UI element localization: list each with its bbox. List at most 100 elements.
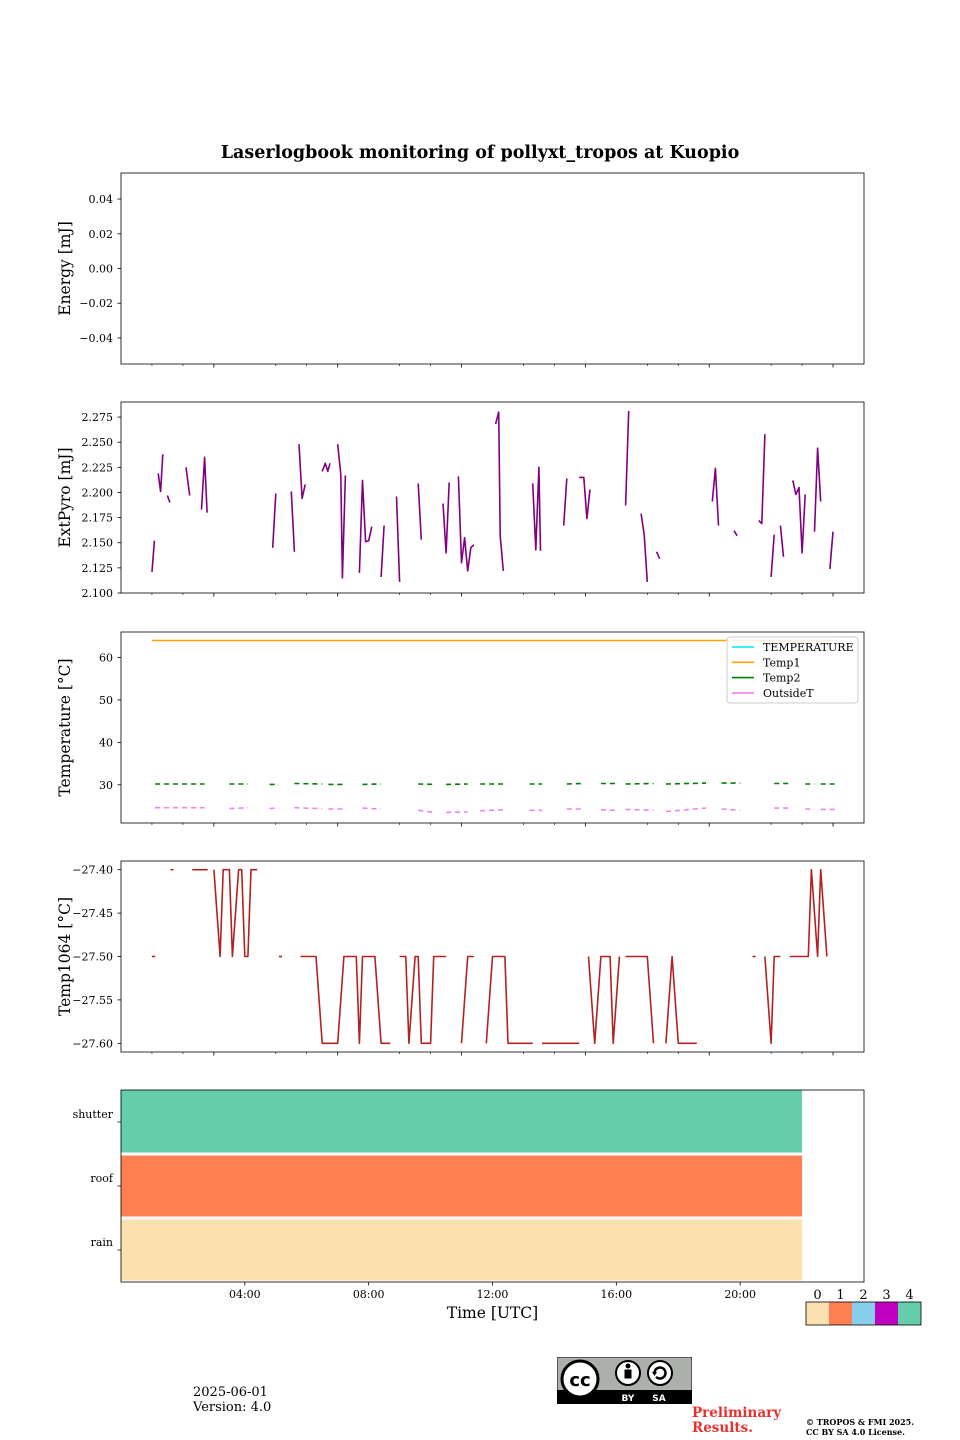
- series-line-extpyro: [200, 456, 208, 513]
- colorbar-frame: [805, 1301, 922, 1326]
- preliminary-note: Preliminary Results.: [692, 1406, 781, 1436]
- series-line-Temp2: [566, 782, 583, 785]
- ytick-label: 2.275: [82, 411, 114, 424]
- date-label: 2025-06-01: [193, 1385, 268, 1400]
- ytick-label-roof: roof: [90, 1172, 114, 1185]
- colorbar-swatch-0: [806, 1302, 829, 1325]
- series-line-extpyro: [336, 444, 347, 579]
- series-line-extpyro: [813, 447, 822, 532]
- colorbar-label-1: 1: [836, 1288, 844, 1303]
- svg-text:cc: cc: [569, 1370, 590, 1391]
- axes-frame: [120, 1089, 865, 1283]
- series-line-temp1064: [300, 955, 391, 1045]
- axes-frame: [120, 631, 865, 824]
- series-line-extpyro: [792, 480, 806, 554]
- series-line-Temp2: [665, 782, 707, 785]
- figure-title: Laserlogbook monitoring of pollyxt_tropo…: [221, 143, 740, 163]
- series-line-extpyro: [298, 444, 306, 500]
- ytick-label: 50: [99, 694, 113, 707]
- series-line-extpyro: [640, 513, 649, 582]
- legend-label-Temp1: Temp1: [763, 656, 800, 669]
- series-line-extpyro: [457, 476, 475, 572]
- axes-frame: [120, 172, 865, 365]
- ytick-label: −27.45: [72, 907, 113, 920]
- copyright-line-2: CC BY SA 4.0 License.: [806, 1427, 905, 1437]
- xtick-label: 20:00: [724, 1288, 756, 1301]
- ytick-label: −27.50: [72, 951, 113, 964]
- series-line-temp1064: [399, 955, 447, 1045]
- ytick-label: 2.100: [82, 587, 114, 600]
- xtick-label: 08:00: [353, 1288, 385, 1301]
- ytick-label: 2.150: [82, 537, 114, 550]
- series-line-extpyro: [321, 462, 331, 473]
- ytick-label: −0.04: [79, 332, 113, 345]
- series-line-temp1064: [485, 955, 533, 1045]
- series-line-extpyro: [494, 411, 505, 571]
- series-line-extpyro: [395, 496, 401, 582]
- status-bar-rain: [121, 1219, 803, 1281]
- series-line-temp1064: [625, 955, 655, 1044]
- colorbar-swatch-3: [875, 1302, 898, 1325]
- ytick-label: 2.200: [82, 486, 114, 499]
- colorbar-label-4: 4: [905, 1288, 913, 1303]
- series-line-extpyro: [655, 551, 661, 560]
- panel-status: shutter roof rain 04:00 08:00 12:00 16:00 20:00…: [73, 1089, 865, 1322]
- legend-label-Temp2: Temp2: [763, 672, 800, 685]
- x-axis-label: Time [UTC]: [447, 1304, 538, 1322]
- series-line-extpyro: [531, 466, 542, 551]
- series-line-extpyro: [711, 467, 720, 526]
- colorbar-swatch-4: [898, 1302, 921, 1325]
- series-line-OutsideT: [600, 809, 617, 812]
- colorbar-label-2: 2: [859, 1288, 867, 1303]
- colorbar-swatch-1: [829, 1302, 852, 1325]
- legend-box: [726, 636, 859, 704]
- copyright-line-1: © TROPOS & FMI 2025.: [806, 1417, 915, 1427]
- xtick-label: 16:00: [600, 1288, 632, 1301]
- series-line-OutsideT: [665, 807, 707, 813]
- series-line-extpyro: [442, 482, 450, 554]
- series-line-temp1064: [587, 955, 621, 1045]
- status-bar-shutter: [121, 1090, 803, 1153]
- series-line-temp1064: [789, 868, 828, 958]
- series-line-extpyro: [829, 531, 834, 569]
- series-line-extpyro: [380, 525, 385, 577]
- version-label: Version: 4.0: [193, 1400, 272, 1415]
- series-line-temp1064: [460, 955, 474, 1044]
- ytick-label: 2.125: [82, 562, 114, 575]
- series-line-OutsideT: [362, 807, 382, 810]
- series-line-extpyro: [733, 530, 738, 537]
- legend: TEMPERATURE Temp1 Temp2 OutsideT: [726, 636, 859, 704]
- ytick-label: −27.40: [72, 864, 113, 877]
- ytick-label: 0.02: [89, 228, 114, 241]
- series-line-extpyro: [770, 534, 775, 577]
- series-line-extpyro: [185, 467, 191, 496]
- series-line-extpyro: [290, 491, 296, 552]
- xtick-label: 12:00: [477, 1288, 509, 1301]
- ytick-label: −0.02: [79, 297, 113, 310]
- series-group: [152, 868, 828, 1045]
- xtick-label: 04:00: [229, 1288, 261, 1301]
- series-group: [151, 410, 834, 582]
- panel-extpyro: 2.275 2.250 2.225 2.200 2.175 2.150 2.125 2.100…: [56, 401, 865, 600]
- series-line-extpyro: [758, 434, 766, 525]
- ytick-label: −27.55: [72, 994, 113, 1007]
- legend-label-TEMPERATURE: TEMPERATURE: [763, 641, 854, 654]
- series-line-OutsideT: [229, 806, 248, 810]
- status-bar-roof: [121, 1155, 803, 1217]
- series-line-Temp2: [625, 782, 654, 785]
- series-line-OutsideT: [269, 806, 279, 810]
- series-line-extpyro: [151, 540, 156, 572]
- footer-date: 2025-06-01 Version: 4.0: [193, 1385, 271, 1415]
- cc-by-sa-icon: cc BY SA: [556, 1356, 693, 1408]
- colorbar-swatch-2: [852, 1302, 875, 1325]
- cc-sa-label: SA: [652, 1394, 665, 1404]
- ytick-label: 2.175: [82, 512, 114, 525]
- panel-energy: 0.04 0.02 0.00 −0.02 −0.04 Energy [mJ]: [56, 172, 865, 368]
- y-axis-label: ExtPyro [mJ]: [56, 447, 74, 547]
- ytick-label: 60: [99, 651, 113, 664]
- colorbar-label-0: 0: [813, 1288, 821, 1303]
- series-line-OutsideT: [721, 808, 741, 812]
- series-line-OutsideT: [480, 809, 505, 812]
